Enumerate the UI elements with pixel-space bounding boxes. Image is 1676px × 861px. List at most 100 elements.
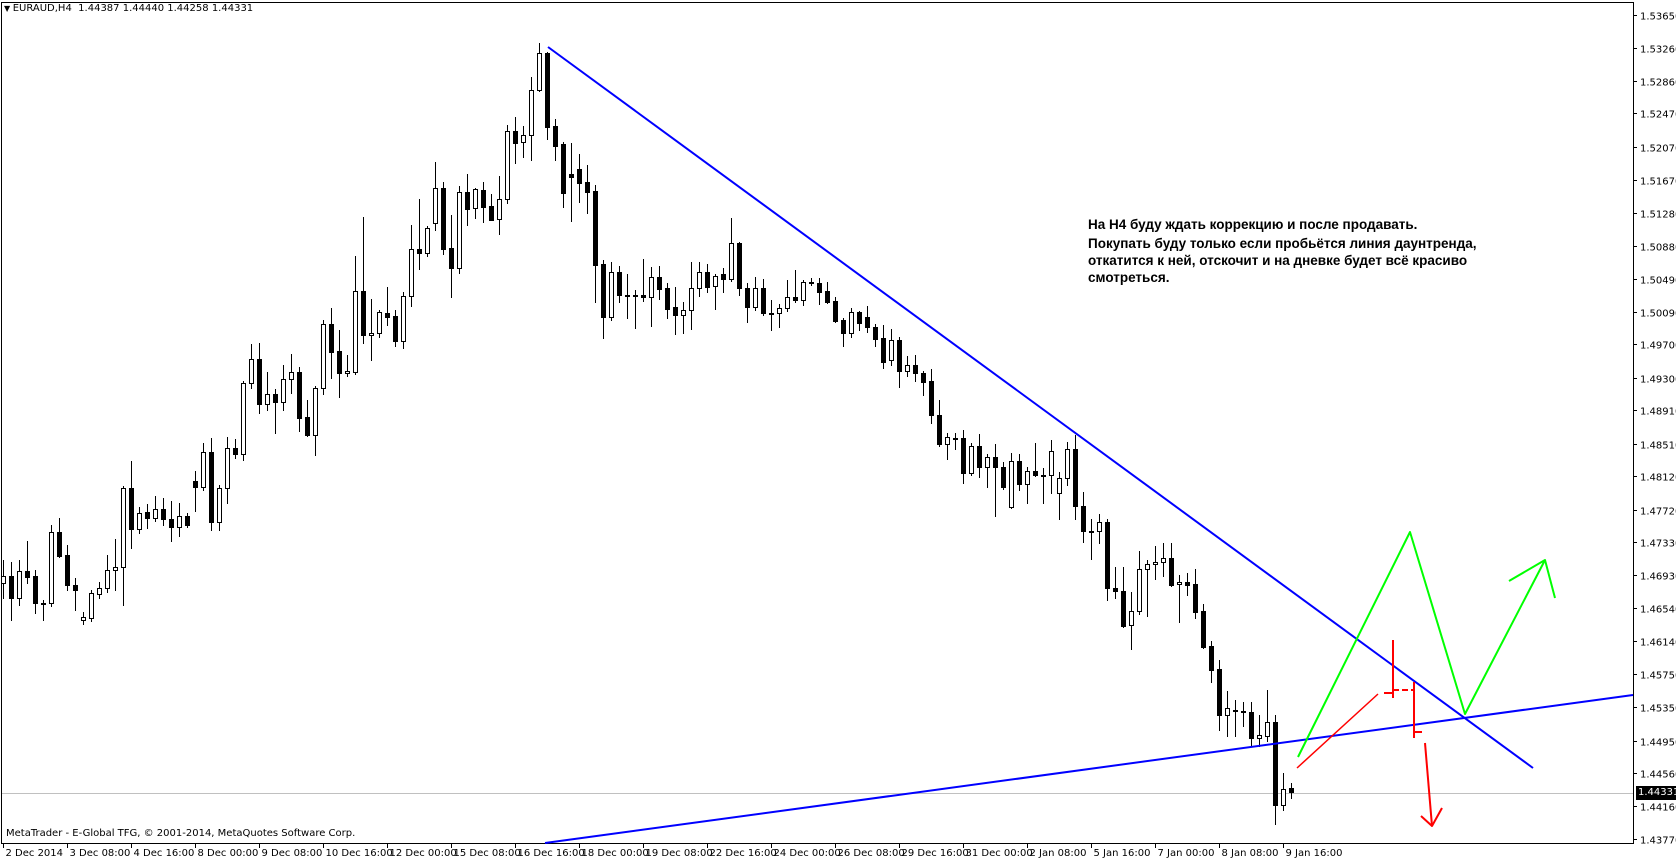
time-tick-label: 10 Dec 16:00 bbox=[326, 848, 393, 859]
bear-candle-body bbox=[745, 288, 750, 308]
annotation-line-3: откатится к ней, отскочит и на дневке бу… bbox=[1088, 253, 1468, 268]
candle bbox=[225, 437, 230, 504]
price-tick-label: 1.51670 bbox=[1640, 177, 1676, 188]
chart-header: ▼ EURAUD,H4 1.44387 1.44440 1.44258 1.44… bbox=[4, 3, 253, 14]
annotation-line-2: Покупать буду только если пробьётся лини… bbox=[1088, 236, 1477, 251]
price-tick-label: 1.48910 bbox=[1640, 407, 1676, 418]
bear-candle-body bbox=[817, 283, 822, 293]
bear-candle-body bbox=[481, 190, 486, 208]
bull-candle-body bbox=[369, 333, 374, 336]
price-axis: 1.53650 1.53260 1.52860 1.52470 1.52070 1.516… bbox=[1633, 12, 1676, 847]
high-value: 1.44440 bbox=[122, 3, 165, 14]
bear-candle-body bbox=[569, 174, 574, 178]
bull-candle-body bbox=[969, 446, 974, 474]
annotation-line-4: смотреться. bbox=[1088, 270, 1170, 285]
bear-candle-body bbox=[1217, 669, 1222, 716]
bull-candle-body bbox=[1241, 711, 1246, 713]
bear-candle-body bbox=[929, 381, 934, 416]
candle bbox=[665, 283, 670, 319]
candle bbox=[873, 324, 878, 347]
candle bbox=[65, 545, 70, 591]
price-tick-label: 1.50490 bbox=[1640, 276, 1676, 287]
candle bbox=[1225, 691, 1230, 737]
bear-candle-body bbox=[601, 264, 606, 318]
candle bbox=[417, 199, 422, 270]
candle bbox=[57, 518, 62, 558]
bull-candle-body bbox=[1257, 735, 1262, 739]
candle bbox=[201, 443, 206, 491]
candle bbox=[1241, 702, 1246, 727]
bull-candle-body bbox=[225, 448, 230, 489]
candle bbox=[457, 186, 462, 274]
candle bbox=[769, 300, 774, 331]
time-tick-label: 31 Dec 00:00 bbox=[966, 848, 1033, 859]
candle bbox=[657, 266, 662, 300]
bear-candle-body bbox=[553, 126, 558, 147]
candle bbox=[953, 433, 958, 450]
candle bbox=[1265, 690, 1270, 742]
candle bbox=[1113, 567, 1118, 599]
candle bbox=[377, 310, 382, 338]
candle bbox=[849, 308, 854, 338]
bear-candle-body bbox=[441, 188, 446, 250]
bear-candle-body bbox=[737, 243, 742, 289]
bull-candle-body bbox=[889, 340, 894, 361]
candle bbox=[289, 354, 294, 394]
candle bbox=[929, 369, 934, 424]
bear-candle-body bbox=[657, 277, 662, 290]
bear-candle-body bbox=[337, 351, 342, 374]
candle bbox=[785, 280, 790, 312]
bear-candle-body bbox=[873, 327, 878, 340]
candle bbox=[561, 142, 566, 208]
candle bbox=[233, 439, 238, 459]
price-tick-label: 1.53650 bbox=[1640, 12, 1676, 23]
candle bbox=[1, 560, 6, 599]
bear-candle-body bbox=[361, 291, 366, 336]
bull-candle-body bbox=[697, 272, 702, 289]
bear-candle-body bbox=[193, 481, 198, 488]
price-tick-label: 1.48120 bbox=[1640, 473, 1676, 484]
candle bbox=[305, 400, 310, 437]
candle bbox=[537, 43, 542, 92]
price-tick-label: 1.49700 bbox=[1640, 341, 1676, 352]
candle bbox=[121, 486, 126, 606]
time-tick-label: 2 Jan 08:00 bbox=[1030, 848, 1087, 859]
candle bbox=[817, 278, 822, 305]
price-tick-label: 1.51280 bbox=[1640, 210, 1676, 221]
price-tick-label: 1.47330 bbox=[1640, 539, 1676, 550]
candle bbox=[577, 154, 582, 203]
candle bbox=[633, 290, 638, 329]
green-scenario-path[interactable] bbox=[1297, 531, 1546, 758]
bear-candle-body bbox=[129, 488, 134, 530]
candle bbox=[25, 541, 30, 584]
green-arrowhead-icon[interactable] bbox=[1508, 559, 1556, 599]
bull-candle-body bbox=[1137, 569, 1142, 612]
downtrend-line[interactable] bbox=[547, 46, 1534, 769]
bull-candle-body bbox=[1025, 471, 1030, 485]
candle bbox=[385, 287, 390, 326]
candle bbox=[33, 570, 38, 614]
bear-candle-body bbox=[65, 555, 70, 586]
candle bbox=[393, 310, 398, 347]
text-annotation[interactable]: На H4 буду ждать коррекцию и после прода… bbox=[1088, 216, 1477, 286]
candle bbox=[689, 262, 694, 330]
bull-candle-body bbox=[1225, 708, 1230, 716]
red-down-arrow[interactable] bbox=[1424, 742, 1433, 827]
bull-candle-body bbox=[529, 90, 534, 136]
drawings[interactable] bbox=[544, 46, 1634, 844]
bull-candle-body bbox=[177, 516, 182, 528]
red-arrowhead-icon[interactable] bbox=[1420, 807, 1443, 827]
candle bbox=[841, 318, 846, 347]
price-tick-label: 1.44950 bbox=[1640, 738, 1676, 749]
candle bbox=[1161, 543, 1166, 577]
red-scenario-line[interactable] bbox=[1296, 693, 1379, 769]
bull-candle-body bbox=[777, 308, 782, 314]
candle bbox=[241, 381, 246, 461]
bull-candle-body bbox=[849, 312, 854, 334]
candle bbox=[1153, 546, 1158, 580]
time-tick-label: 18 Dec 00:00 bbox=[582, 848, 649, 859]
bull-candle-body bbox=[625, 295, 630, 297]
triangle-down-icon[interactable]: ▼ bbox=[4, 4, 13, 13]
uptrend-line[interactable] bbox=[544, 694, 1634, 844]
